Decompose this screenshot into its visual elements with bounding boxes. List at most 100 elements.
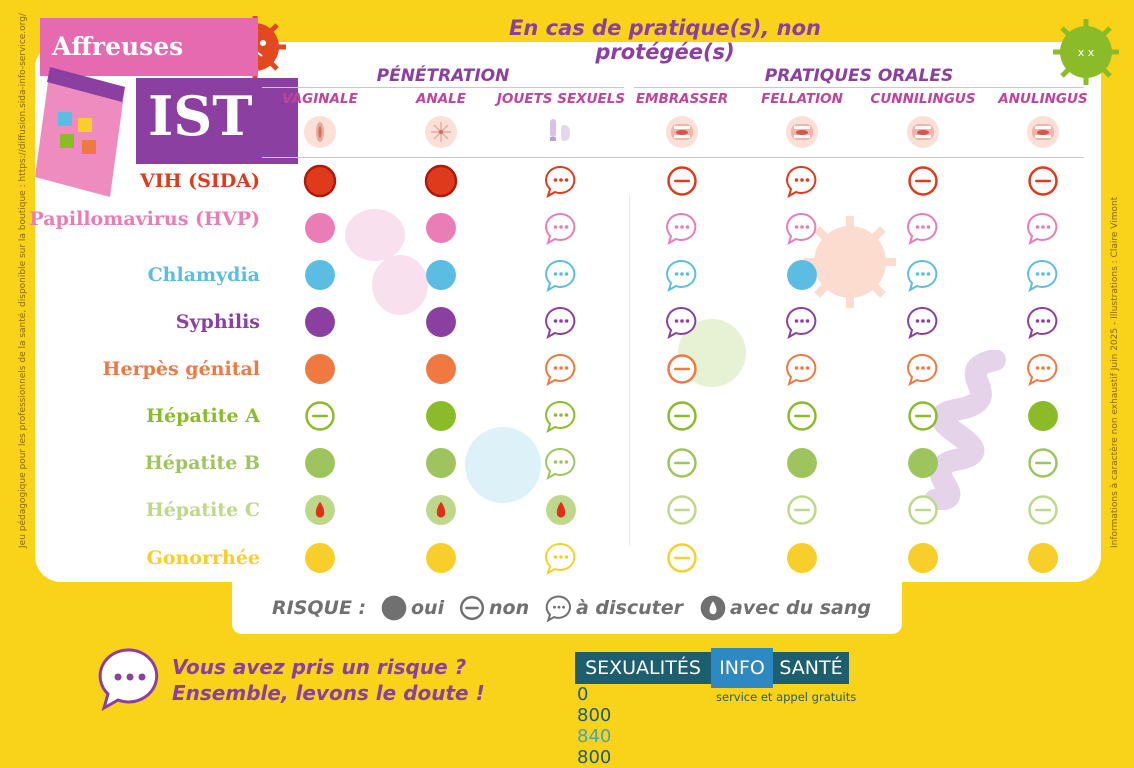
anus-icon <box>424 115 458 153</box>
cta-line-1: Vous avez pris un risque ? <box>172 655 467 679</box>
risk-cell-non <box>1026 493 1060 527</box>
row-label: Herpès génital <box>102 358 260 380</box>
orange-germ-watermark-icon <box>804 216 896 308</box>
group-pratiques-orales: PRATIQUES ORALES <box>764 66 954 86</box>
risk-cell-discuter <box>906 258 940 292</box>
risk-cell-discuter <box>544 399 578 433</box>
risk-cell-discuter <box>906 211 940 245</box>
risk-cell-discuter <box>665 258 699 292</box>
risk-cell-oui <box>303 446 337 480</box>
side-note-right: Informations à caractère non exhaustif J… <box>1110 196 1120 548</box>
risk-cell-non <box>665 541 699 575</box>
risk-cell-oui <box>303 164 337 198</box>
purple-worm-watermark-icon <box>924 350 1006 510</box>
column-header: FELLATION <box>761 91 843 107</box>
blue-germ-watermark-icon <box>465 427 541 503</box>
sex-toy-icon <box>544 115 578 153</box>
risk-cell-non <box>785 399 819 433</box>
risk-cell-oui <box>424 305 458 339</box>
vulva-icon <box>303 115 337 153</box>
risk-cell-oui <box>906 541 940 575</box>
risk-cell-oui <box>303 211 337 245</box>
green-germ-icon: x x <box>1053 19 1119 85</box>
legend-discuter-icon <box>545 594 573 622</box>
risk-cell-sang <box>303 493 337 527</box>
sis-note: service et appel gratuits <box>716 690 857 704</box>
sis-info: INFO <box>711 648 773 688</box>
risk-cell-non <box>665 164 699 198</box>
page-headline: En cas de pratique(s), non protégée(s) <box>509 16 821 64</box>
risk-cell-non <box>665 399 699 433</box>
mouth-icon <box>1026 115 1060 153</box>
cta-text: Vous avez pris un risque ? Ensemble, lev… <box>172 654 485 706</box>
column-header: CUNNILINGUS <box>870 91 976 107</box>
risk-cell-discuter <box>906 352 940 386</box>
column-header: ANULINGUS <box>998 91 1088 107</box>
risk-cell-discuter <box>785 352 819 386</box>
risk-cell-discuter <box>906 305 940 339</box>
risk-cell-sang <box>544 493 578 527</box>
mouth-icon <box>785 115 819 153</box>
risk-cell-discuter <box>544 446 578 480</box>
risk-cell-oui <box>424 399 458 433</box>
risk-cell-discuter <box>665 305 699 339</box>
pink-germ-watermark-icon <box>345 209 428 315</box>
row-label: Papillomavirus (HVP) <box>29 208 260 230</box>
mouth-icon <box>906 115 940 153</box>
risk-cell-discuter <box>1026 352 1060 386</box>
legend-title: RISQUE : <box>272 597 367 619</box>
speech-bubble-icon <box>98 648 159 712</box>
risk-cell-oui <box>303 541 337 575</box>
group-penetration: PÉNÉTRATION <box>376 66 510 86</box>
logo-title-ist: IST <box>148 84 253 148</box>
risk-cell-non <box>665 446 699 480</box>
risk-cell-oui <box>785 541 819 575</box>
risk-cell-oui <box>303 305 337 339</box>
row-label: Hépatite B <box>144 452 260 474</box>
risk-cell-discuter <box>544 541 578 575</box>
sis-sexualites: SEXUALITÉS <box>575 652 711 684</box>
risk-cell-non <box>906 164 940 198</box>
legend-label-non: non <box>489 597 530 619</box>
column-header: ANALE <box>415 91 467 107</box>
risk-cell-discuter <box>1026 305 1060 339</box>
column-header: VAGINALE <box>282 91 358 107</box>
risk-cell-discuter <box>1026 211 1060 245</box>
sis-phone-part-3: 800 <box>577 747 612 768</box>
risk-cell-oui <box>424 258 458 292</box>
risk-cell-oui <box>424 352 458 386</box>
risk-cell-discuter <box>665 211 699 245</box>
risk-cell-oui <box>424 164 458 198</box>
header-separator <box>262 157 1084 158</box>
risk-cell-oui <box>1026 541 1060 575</box>
risk-cell-non <box>906 399 940 433</box>
logo-top-band <box>40 18 258 76</box>
legend-non-icon <box>458 594 486 622</box>
legend-label-oui: oui <box>411 597 445 619</box>
risk-cell-oui <box>303 352 337 386</box>
sis-phone-part-2: 840 <box>577 726 612 747</box>
risk-cell-non <box>303 399 337 433</box>
risk-cell-non <box>906 493 940 527</box>
risk-cell-oui <box>906 446 940 480</box>
row-label: Chlamydia <box>147 264 260 286</box>
column-header: JOUETS SEXUELS <box>496 91 626 107</box>
row-label: Hépatite A <box>146 405 260 427</box>
legend-sang-icon <box>699 594 727 622</box>
risk-cell-discuter <box>785 211 819 245</box>
risk-cell-discuter <box>544 305 578 339</box>
risk-cell-oui <box>303 258 337 292</box>
group-penetration-rule <box>262 87 624 88</box>
column-header: EMBRASSER <box>635 91 729 107</box>
risk-cell-discuter <box>544 211 578 245</box>
row-label: Gonorrhée <box>146 547 260 569</box>
risk-cell-oui <box>785 446 819 480</box>
legend-label-sang: avec du sang <box>730 597 871 619</box>
group-separator <box>629 195 630 545</box>
risk-cell-discuter <box>785 164 819 198</box>
sis-phone-number: 0 800 840 800 <box>577 684 611 768</box>
risk-cell-discuter <box>544 164 578 198</box>
cta-line-2: Ensemble, levons le doute ! <box>172 681 485 705</box>
risk-cell-discuter <box>1026 258 1060 292</box>
logo-bottom-band <box>136 78 298 164</box>
